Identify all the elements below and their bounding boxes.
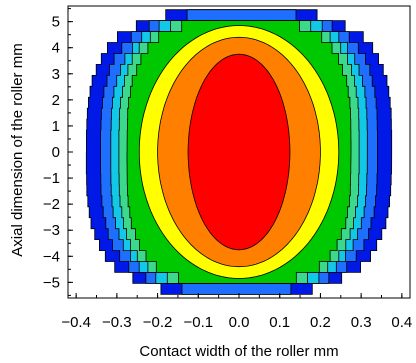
contour-level-8 — [187, 53, 291, 251]
y-tick-label: −5 — [43, 274, 60, 291]
x-tick-label: 0.1 — [269, 314, 290, 331]
x-axis-title: Contact width of the roller mm — [139, 343, 338, 360]
y-tick-label: 0 — [52, 144, 60, 161]
x-tick-label: 0.4 — [391, 314, 412, 331]
x-tick-label: 0.0 — [229, 314, 250, 331]
y-axis-title: Axial dimension of the roller mm — [9, 43, 26, 256]
x-tick-label: −0.1 — [183, 314, 213, 331]
y-tick-label: 1 — [52, 118, 60, 135]
x-tick-label: 0.2 — [310, 314, 331, 331]
y-tick-label: −1 — [43, 170, 60, 187]
y-tick-label: −2 — [43, 196, 60, 213]
x-tick-label: −0.2 — [143, 314, 173, 331]
y-axis: 5 4 3 2 1 0 −1 −2 −3 −4 −5 — [43, 8, 73, 296]
x-tick-label: −0.3 — [102, 314, 132, 331]
x-tick-label: −0.4 — [61, 314, 91, 331]
y-tick-label: 4 — [52, 40, 60, 57]
y-tick-label: 2 — [52, 92, 60, 109]
contour-levels — [85, 9, 393, 295]
y-tick-label: 3 — [52, 66, 60, 83]
x-tick-label: 0.3 — [351, 314, 372, 331]
x-axis: −0.4 −0.3 −0.2 −0.1 0.0 0.1 0.2 0.3 0.4 — [61, 293, 412, 331]
y-tick-label: 5 — [52, 14, 60, 31]
y-tick-label: −4 — [43, 248, 60, 265]
y-tick-label: −3 — [43, 222, 60, 239]
